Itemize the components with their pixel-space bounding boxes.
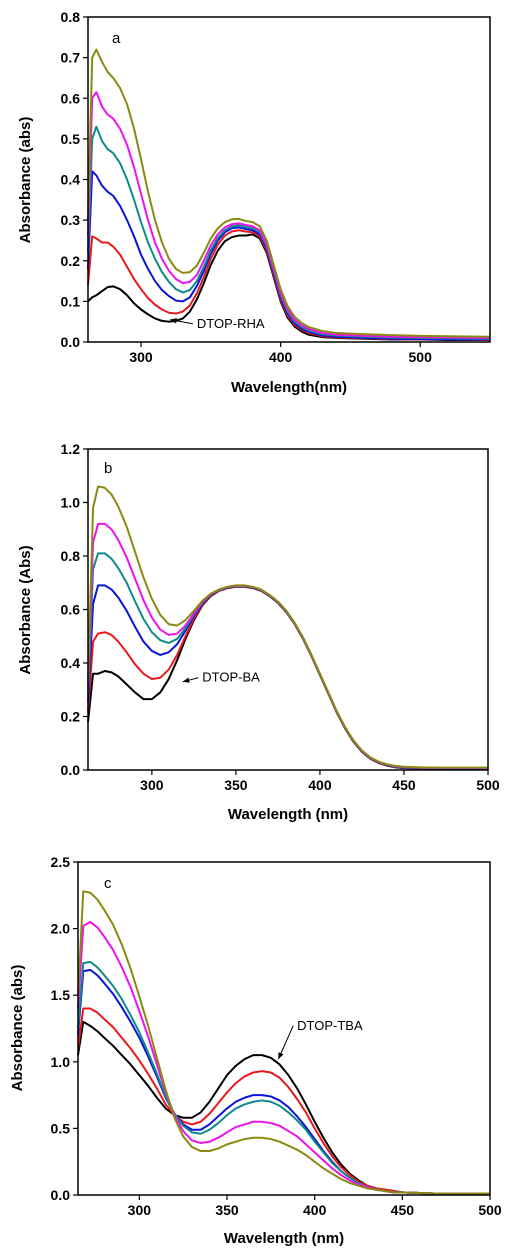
annotation-arrowhead	[170, 318, 177, 324]
series-line-4	[87, 125, 491, 340]
series-line-1	[87, 233, 490, 341]
series-line-5	[77, 920, 490, 1195]
x-tick-label: 300	[140, 777, 164, 793]
x-tick-label: 300	[128, 1202, 152, 1218]
y-tick-label: 0.7	[61, 50, 81, 66]
annotation-arrowhead	[278, 1052, 284, 1060]
y-tick-label: 0.6	[61, 90, 81, 106]
panel-letter: c	[104, 875, 112, 892]
annotation-label: DTOP-RHA	[197, 316, 265, 331]
y-axis-title: Absorbance (abs)	[9, 965, 26, 1092]
y-tick-label: 0.5	[51, 1120, 71, 1136]
series-line-3	[87, 170, 490, 341]
y-tick-label: 1.5	[51, 987, 71, 1003]
series-line-6	[77, 890, 490, 1195]
y-tick-label: 2.0	[51, 921, 71, 937]
x-tick-label: 450	[391, 1202, 415, 1218]
chart-panel-c: 0.0 0.5 1.0 1.5 2.0 2.5 300 350 400 450 500 Wavelen…	[9, 854, 502, 1247]
y-tick-label: 0.4	[61, 655, 81, 671]
series-line-5	[87, 91, 491, 339]
plot-frame	[77, 861, 491, 1196]
plot-frame	[87, 16, 491, 343]
y-tick-label: 1.2	[61, 441, 81, 457]
series-line-2	[87, 229, 491, 341]
y-tick-label: 0.1	[61, 293, 81, 309]
chart-panel-a: 0.0 0.1 0.2 0.3 0.4 0.5 0.6 0.7 0.8 300 400 500 Wave…	[17, 9, 491, 396]
y-tick-label: 0.2	[61, 253, 81, 269]
y-tick-label: 0.0	[61, 762, 81, 778]
x-axis-title: Wavelength (nm)	[224, 1230, 344, 1247]
chart-panel-b: 0.0 0.2 0.4 0.6 0.8 1.0 1.2 300 350 400 450 500 Wave…	[17, 441, 500, 823]
panel-letter: b	[104, 460, 112, 477]
annotation-arrowhead	[182, 677, 190, 683]
panel-letter: a	[112, 30, 121, 47]
series-line-4	[87, 552, 488, 770]
x-tick-label: 450	[392, 777, 416, 793]
x-tick-label: 300	[129, 349, 153, 365]
y-axis-title: Absorbance (abs)	[17, 117, 34, 244]
series-line-2	[77, 1007, 490, 1195]
y-tick-label: 0.5	[61, 131, 81, 147]
y-tick-label: 0.3	[61, 212, 81, 228]
x-tick-label: 400	[303, 1202, 327, 1218]
y-tick-label: 0.0	[51, 1187, 71, 1203]
y-tick-label: 0.6	[61, 602, 81, 618]
x-tick-label: 500	[478, 1202, 502, 1218]
x-axis-title: Wavelength(nm)	[231, 379, 347, 396]
x-tick-label: 500	[476, 777, 500, 793]
x-axis-title: Wavelength (nm)	[228, 806, 348, 823]
x-tick-label: 400	[269, 349, 293, 365]
y-tick-label: 0.8	[61, 548, 81, 564]
x-tick-label: 400	[308, 777, 332, 793]
series-line-6	[87, 485, 488, 769]
annotation-label: DTOP-BA	[202, 670, 260, 685]
y-tick-label: 1.0	[61, 495, 81, 511]
x-tick-label: 350	[215, 1202, 239, 1218]
annotation-label: DTOP-TBA	[297, 1018, 363, 1033]
y-axis-title: Absorbance (Abs)	[17, 545, 34, 674]
x-tick-label: 350	[224, 777, 248, 793]
series-line-6	[87, 48, 491, 338]
x-tick-label: 500	[409, 349, 433, 365]
y-tick-label: 1.0	[51, 1054, 71, 1070]
y-tick-label: 0.2	[61, 709, 81, 725]
y-tick-label: 0.4	[61, 172, 81, 188]
y-tick-label: 0.8	[61, 9, 81, 25]
y-tick-label: 2.5	[51, 854, 71, 870]
y-tick-label: 0.0	[61, 334, 81, 350]
